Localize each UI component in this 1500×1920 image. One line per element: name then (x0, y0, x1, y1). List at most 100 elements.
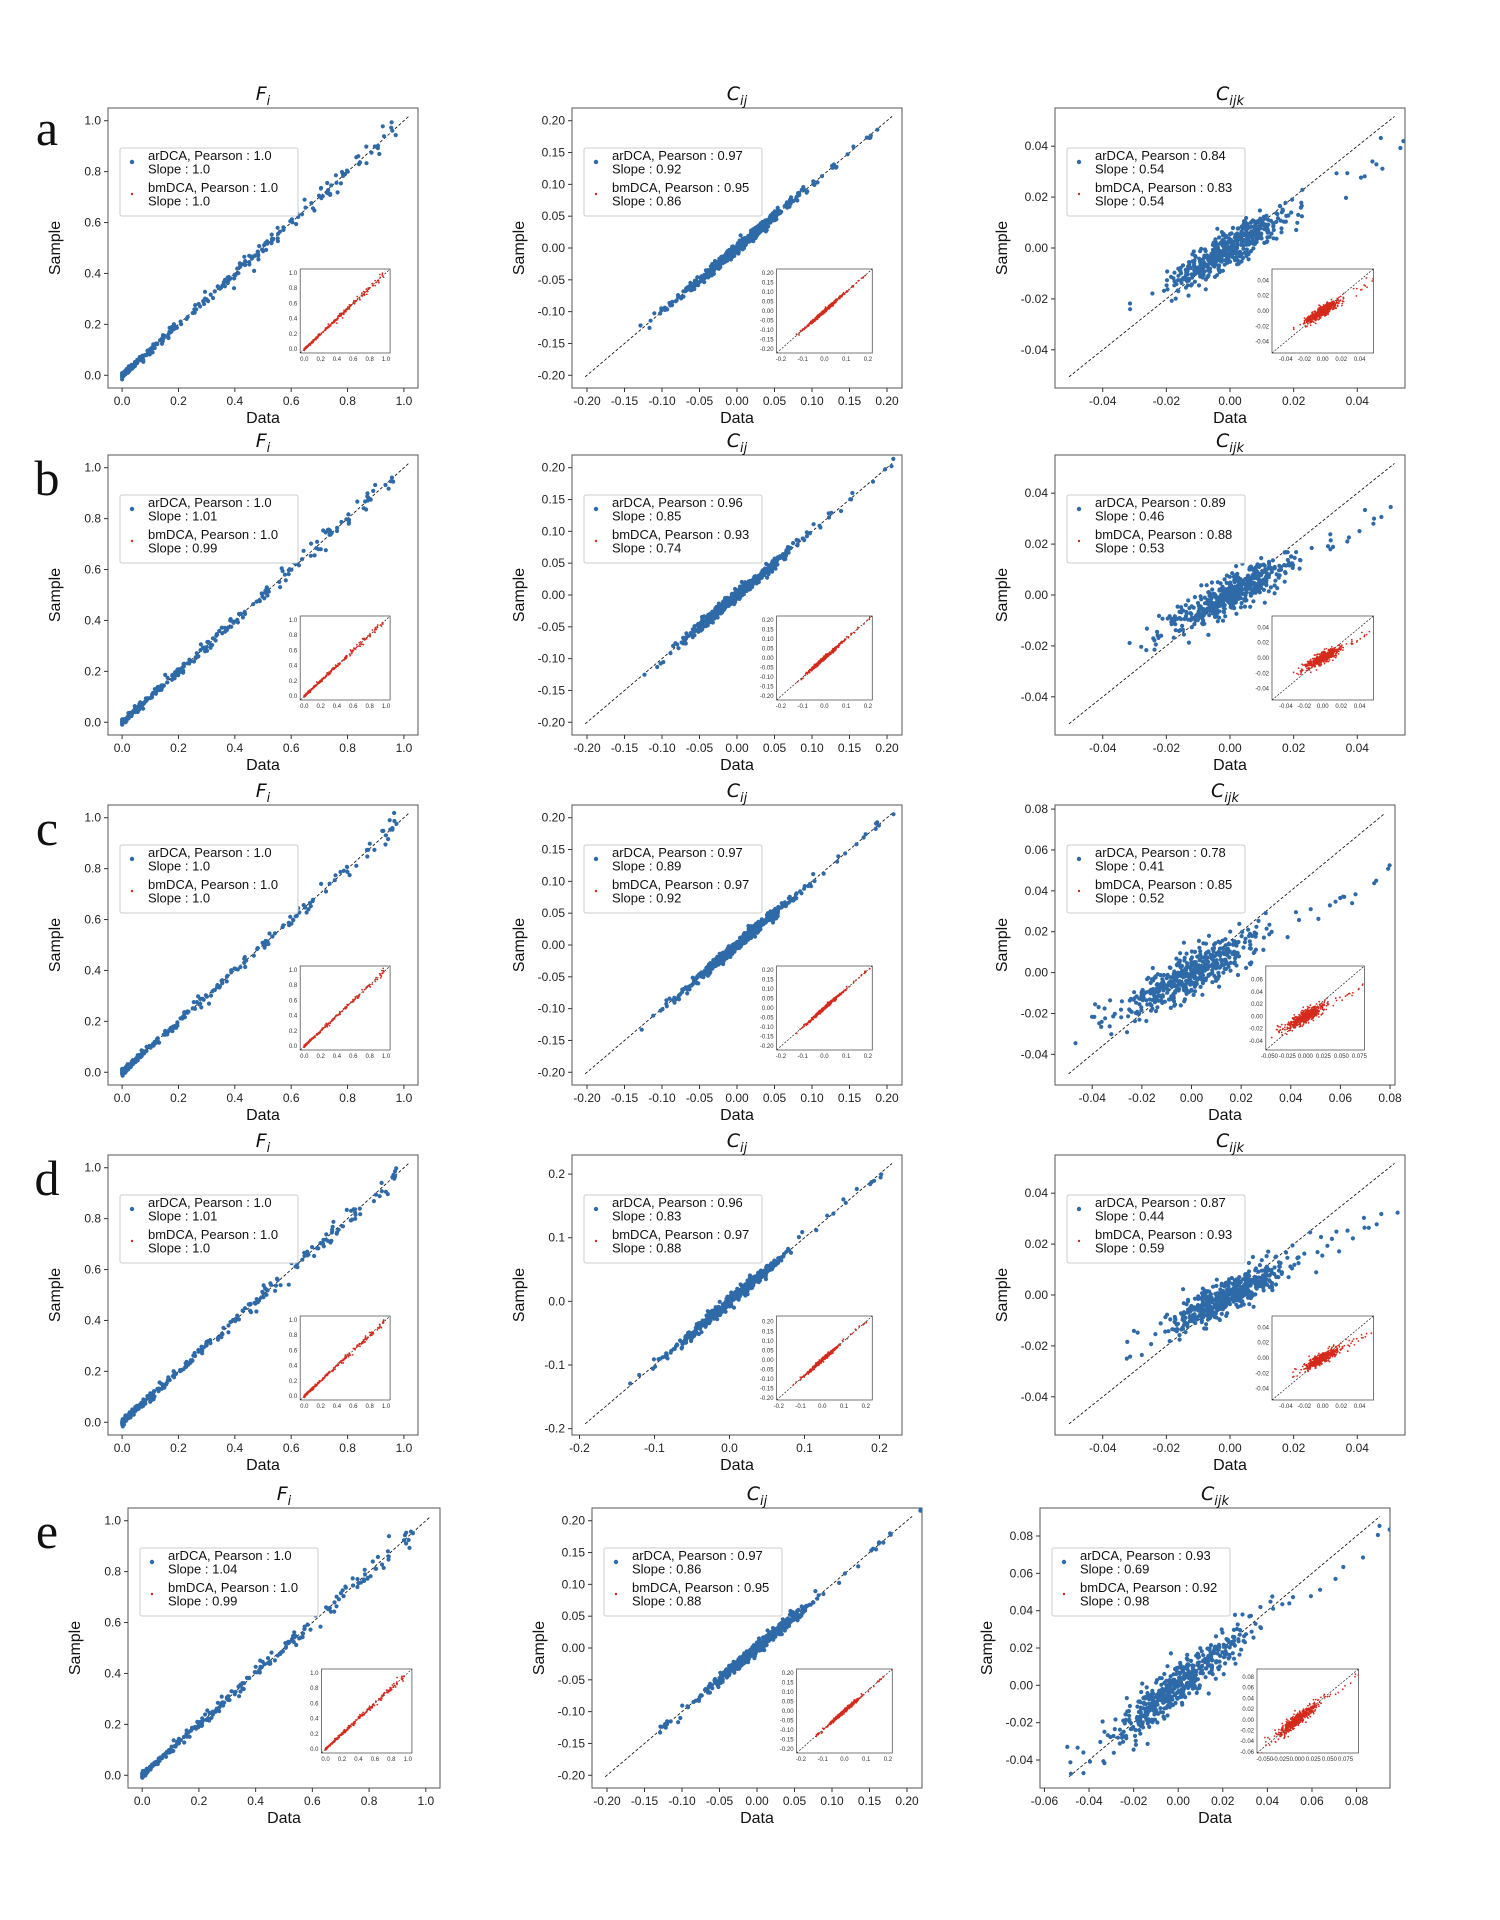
legend-text: Slope : 0.86 (612, 194, 681, 209)
inset-x-tick-label: -0.1 (798, 704, 809, 710)
inset-plot-area (796, 1669, 893, 1753)
x-tick-label: -0.05 (686, 741, 714, 755)
inset-identity-line (300, 1316, 391, 1400)
y-tick-label: 0.20 (562, 1514, 586, 1528)
x-tick-label: -0.04 (1075, 1794, 1103, 1808)
y-tick-label: 0.20 (542, 114, 566, 128)
inset-x-tick-label: 0.8 (365, 1404, 374, 1410)
legend-text: Slope : 1.01 (148, 509, 217, 524)
ardca-scatter-points (120, 810, 399, 1078)
inset-x-tick-label: 0.4 (354, 1757, 363, 1763)
legend-text: arDCA, Pearson : 0.96 (612, 1195, 743, 1210)
y-tick-label: -0.05 (538, 620, 566, 634)
legend-text: arDCA, Pearson : 1.0 (148, 1195, 272, 1210)
y-tick-label: 0.10 (542, 874, 566, 888)
y-axis-label: Sample (531, 1621, 548, 1675)
inset-x-tick-label: 0.6 (349, 1054, 358, 1060)
chart-panel-d-1: Fi 0.0 0.2 0.4 0.6 0.8 1.0 0.0 0.2 0.4 0.6 0.8 1.0 Da… (47, 1130, 419, 1474)
y-tick-label: -0.2 (544, 1422, 565, 1436)
legend-text: Slope : 0.88 (612, 1241, 681, 1256)
y-tick-label: -0.02 (1021, 292, 1049, 306)
inset-y-tick-label: 0.10 (762, 987, 774, 993)
inset-y-tick-label: -0.04 (1240, 1739, 1254, 1745)
x-tick-label: -0.02 (1153, 394, 1181, 408)
inset-x-tick-label: 1.0 (404, 1757, 413, 1763)
inset-y-tick-label: 0.2 (289, 1379, 298, 1385)
identity-line (1068, 813, 1386, 1075)
inset-x-tick-label: 0.0 (300, 1054, 309, 1060)
identity-line (1068, 463, 1395, 725)
legend-marker-ardca (129, 159, 135, 165)
inset-plot: 0.0 0.2 0.4 0.6 0.8 1.0 0.0 0.2 0.4 0.6 0.8 1.0 (310, 1668, 413, 1763)
legend-box (583, 494, 763, 564)
x-tick-label: -0.20 (573, 741, 601, 755)
inset-y-tick-label: 0.0 (289, 347, 298, 353)
legend-text: arDCA, Pearson : 0.97 (612, 845, 743, 860)
legend-marker-bmdca (594, 889, 598, 893)
x-tick-label: 0.04 (1346, 1441, 1370, 1455)
y-tick-label: -0.10 (558, 1705, 586, 1719)
plot-area (1068, 463, 1395, 725)
legend-marker-bmdca (1077, 539, 1081, 543)
inset-x-tick-label: 0.050 (1322, 1757, 1338, 1763)
plot-area (584, 1155, 902, 1425)
inset-y-tick-label: 0.10 (762, 290, 774, 296)
legend-text: arDCA, Pearson : 1.0 (148, 148, 272, 163)
title-subscript: ijk (1229, 1141, 1244, 1156)
x-tick-label: -0.20 (573, 1091, 601, 1105)
y-tick-label: 0.15 (562, 1546, 586, 1560)
x-tick-label: 0.20 (875, 741, 899, 755)
legend-box (1066, 494, 1246, 564)
x-tick-label: 0.8 (339, 1091, 356, 1105)
plot-area (1068, 116, 1405, 378)
title-subscript: ijk (1229, 94, 1244, 109)
y-tick-label: 0.0 (104, 1768, 121, 1782)
bmdca-scatter-points (1270, 983, 1364, 1039)
x-tick-label: -0.02 (1120, 1794, 1148, 1808)
legend-marker-bmdca (150, 1592, 154, 1596)
bmdca-scatter-points (303, 272, 385, 352)
inset-x-tick-label: 0.6 (371, 1757, 380, 1763)
y-tick-label: -0.02 (1021, 1006, 1049, 1020)
inset-y-tick-label: -0.20 (760, 694, 774, 700)
inset-identity-line (1272, 1316, 1374, 1400)
inset-x-tick-label: -0.02 (1297, 1404, 1311, 1410)
inset-x-tick-label: 0.8 (365, 1054, 374, 1060)
x-tick-label: -0.20 (573, 394, 601, 408)
inset-identity-line (1257, 1669, 1359, 1753)
title-main: C (747, 1483, 761, 1505)
inset-x-tick-label: -0.1 (798, 357, 809, 363)
legend-text: arDCA, Pearson : 0.97 (632, 1548, 763, 1563)
inset-x-tick-label: -0.02 (1297, 357, 1311, 363)
inset-y-tick-label: 0.15 (762, 977, 774, 983)
inset-x-tick-label: 0.2 (864, 704, 873, 710)
plot-area (1065, 1516, 1390, 1778)
x-tick-label: 0.6 (283, 1091, 300, 1105)
y-tick-label: -0.02 (1006, 1716, 1034, 1730)
y-tick-label: 0.15 (542, 146, 566, 160)
y-tick-label: 0.00 (1025, 1288, 1049, 1302)
x-tick-label: -0.1 (644, 1441, 665, 1455)
x-tick-label: 0.8 (339, 741, 356, 755)
title-main: C (727, 780, 741, 802)
inset-x-tick-label: 0.8 (365, 357, 374, 363)
inset-x-tick-label: 0.00 (1317, 704, 1329, 710)
inset-y-tick-label: 0.2 (289, 332, 298, 338)
panel-letter: e (36, 1503, 58, 1559)
inset-y-tick-label: 0.10 (762, 1339, 774, 1345)
x-tick-label: 0.04 (1346, 394, 1370, 408)
y-tick-label: 1.0 (84, 461, 101, 475)
x-tick-label: 0.00 (725, 741, 749, 755)
legend-text: Slope : 0.92 (612, 162, 681, 177)
ardca-scatter-points (120, 120, 398, 382)
inset-x-tick-label: 0.8 (365, 704, 374, 710)
y-tick-label: 0.02 (1010, 1641, 1034, 1655)
x-tick-label: 0.2 (170, 741, 187, 755)
panel-title: Fi (256, 83, 271, 109)
x-tick-label: 0.6 (283, 394, 300, 408)
inset-y-tick-label: -0.04 (1255, 1387, 1269, 1393)
panel-title: Cijk (1201, 1483, 1230, 1509)
inset-y-tick-label: -0.15 (760, 1035, 774, 1041)
y-tick-label: 0.04 (1025, 139, 1049, 153)
x-tick-label: 1.0 (396, 394, 413, 408)
